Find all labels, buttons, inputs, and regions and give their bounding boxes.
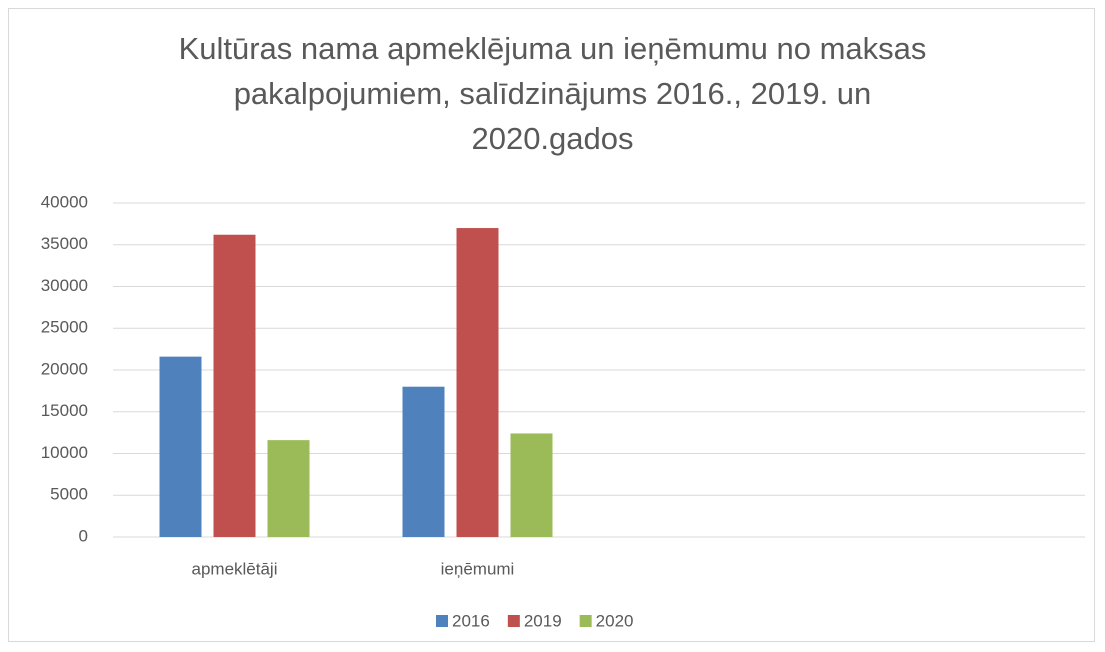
y-tick-label: 40000 (41, 192, 88, 211)
y-tick-label: 10000 (41, 443, 88, 462)
x-tick-label: apmeklētāji (192, 559, 278, 578)
bar (267, 440, 310, 537)
legend-swatch (436, 615, 448, 627)
chart-title: Kultūras nama apmeklējuma un ieņēmumu no… (178, 31, 927, 156)
legend-swatch (579, 615, 592, 627)
y-tick-label: 5000 (50, 485, 88, 504)
bar (213, 234, 256, 538)
legend-label: 2020 (596, 611, 634, 630)
y-tick-label: 15000 (41, 401, 88, 420)
y-tick-label: 0 (79, 526, 88, 545)
bar (402, 386, 445, 537)
y-tick-label: 25000 (41, 318, 88, 337)
bar (456, 228, 499, 538)
legend-label: 2019 (524, 611, 562, 630)
chart-frame (8, 8, 1095, 642)
y-tick-label: 35000 (41, 234, 88, 253)
legend-label: 2016 (452, 611, 490, 630)
bar (159, 356, 202, 537)
bar (510, 433, 553, 537)
y-tick-label: 30000 (41, 276, 88, 295)
legend-swatch (507, 615, 520, 627)
x-tick-label: ieņēmumi (441, 559, 515, 578)
y-tick-label: 20000 (41, 359, 88, 378)
